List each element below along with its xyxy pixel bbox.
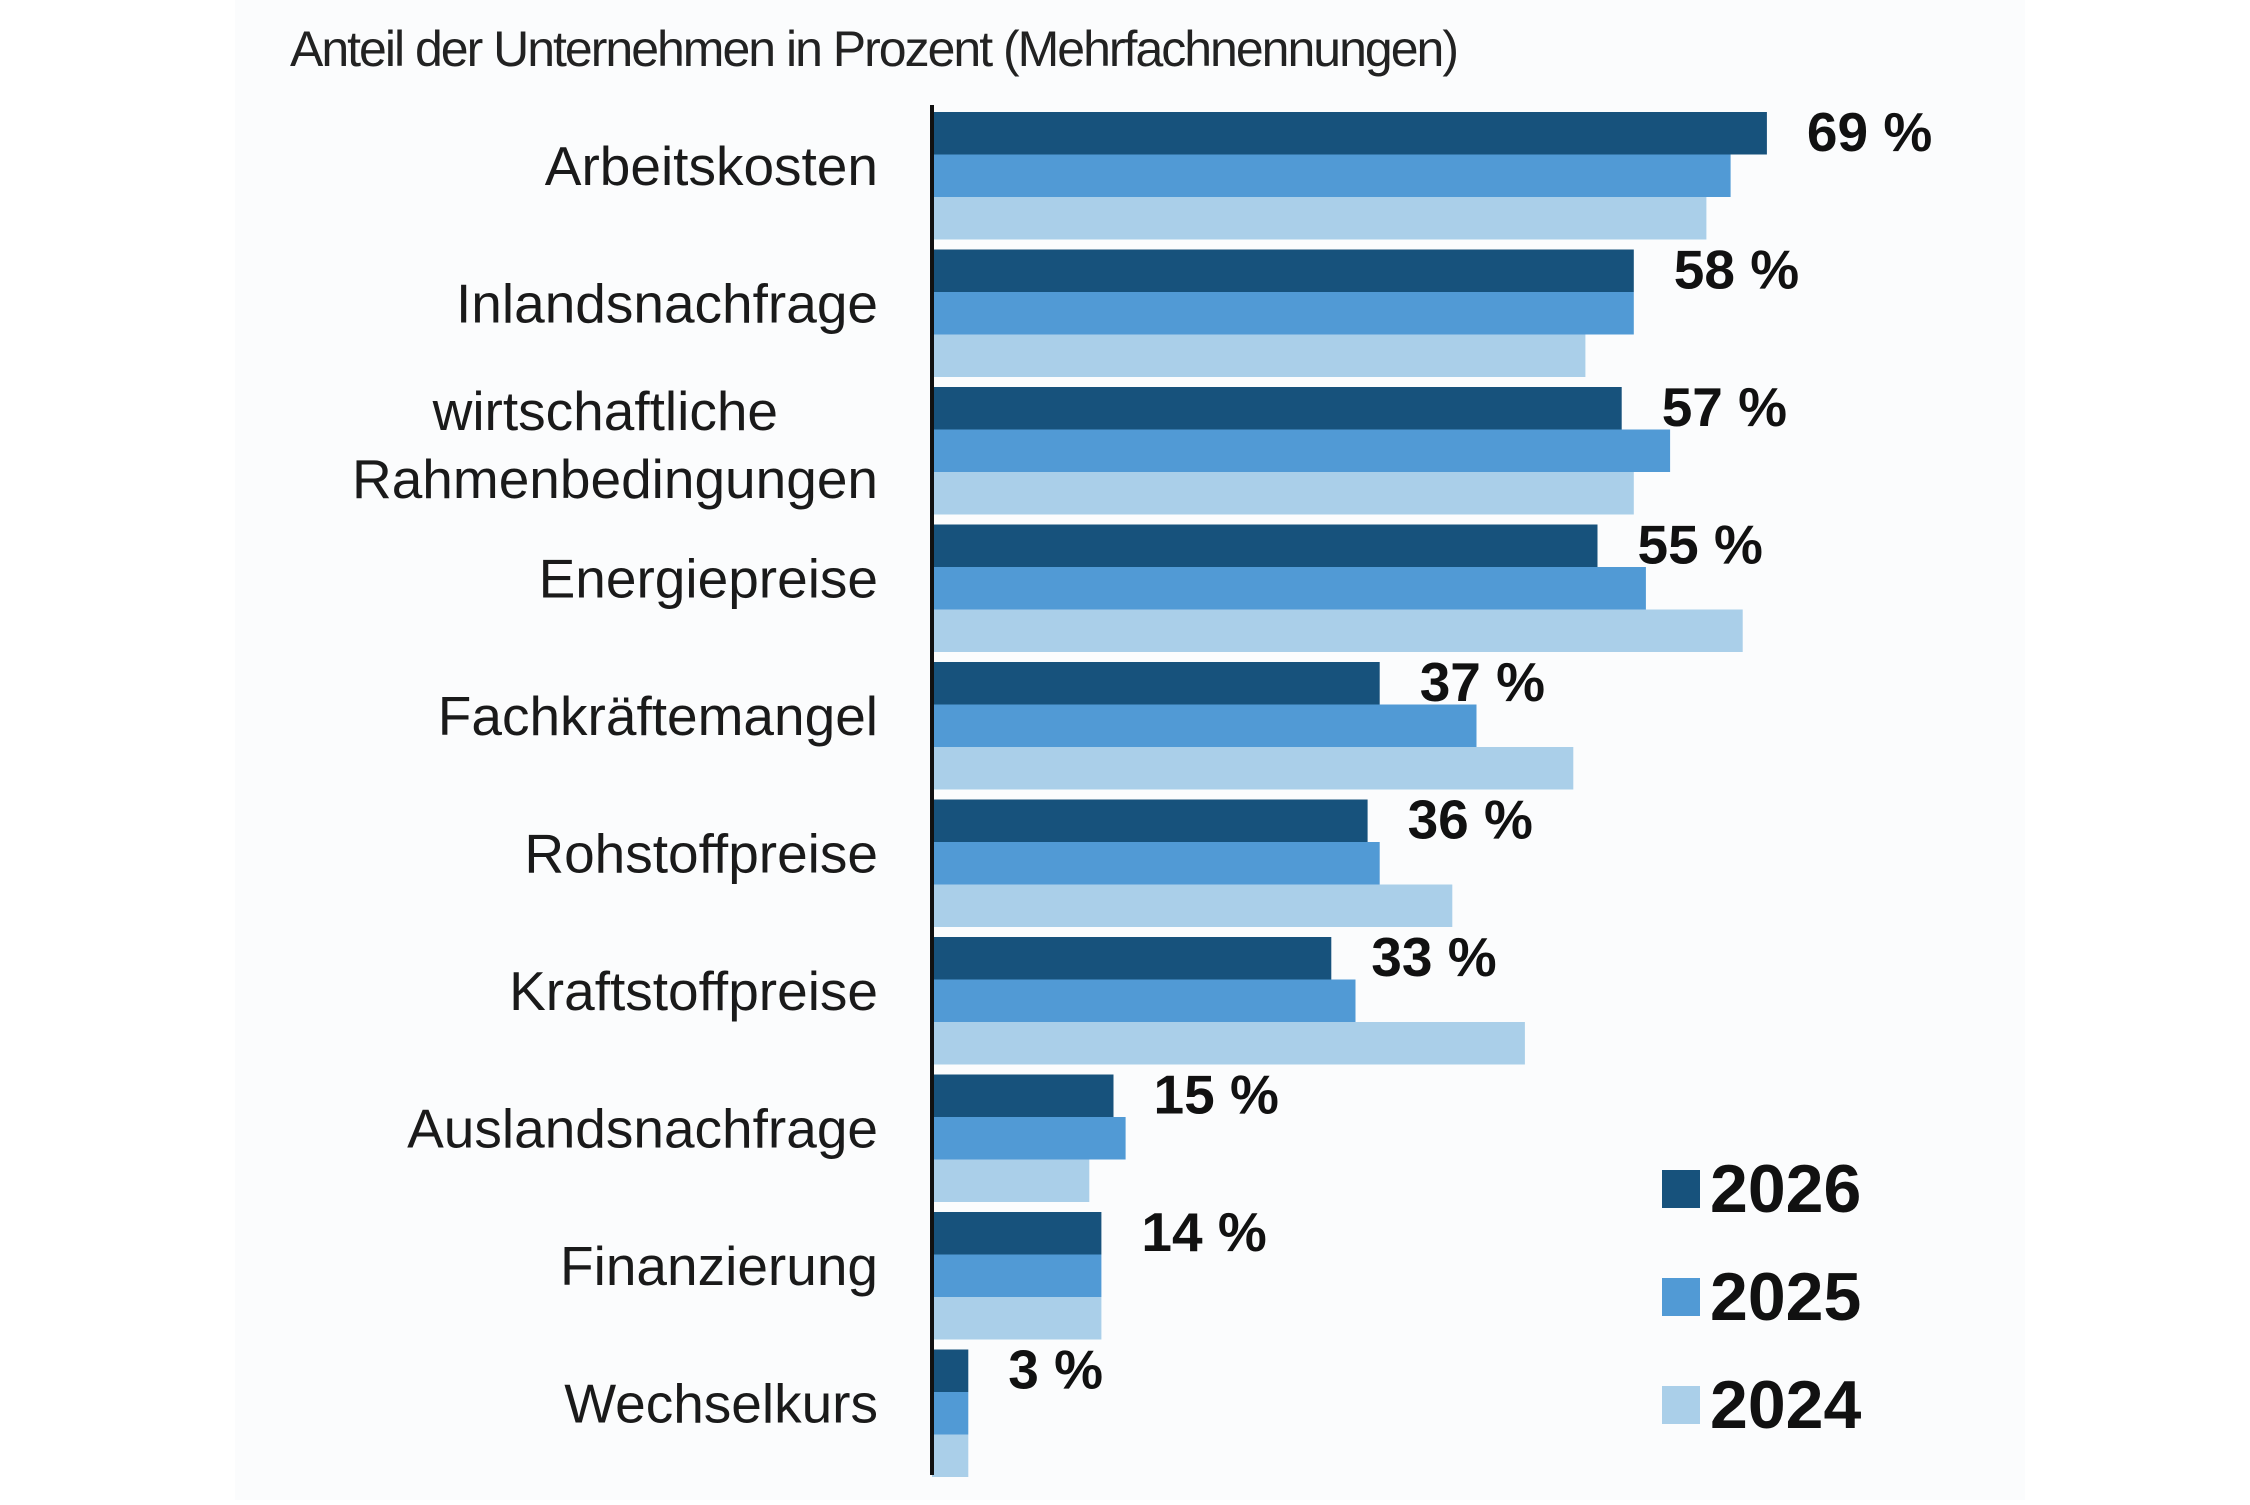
category-label-0: Arbeitskosten	[545, 135, 878, 197]
value-label-4: 37 %	[1420, 651, 1545, 713]
bars-group	[932, 112, 1767, 1477]
value-labels-group: 69 % 58 % 57 % 55 % 37 % 36 % 33 % 15 % 14 % 3 %	[1008, 101, 1932, 1401]
bar-2024-1	[932, 334, 1586, 377]
category-label-9: Wechselkurs	[564, 1373, 878, 1435]
bar-2024-2	[932, 472, 1634, 515]
bar-2024-4	[932, 747, 1574, 790]
category-label-5: Rohstoffpreise	[524, 823, 878, 885]
bar-2026-6	[932, 937, 1332, 980]
legend-swatch-2024	[1662, 1386, 1700, 1424]
bar-2025-7	[932, 1117, 1126, 1160]
value-label-8: 14 %	[1141, 1201, 1266, 1263]
bar-2025-8	[932, 1254, 1102, 1297]
bar-2025-5	[932, 842, 1380, 885]
category-label-4: Fachkräftemangel	[438, 685, 878, 747]
chart-subtitle: Anteil der Unternehmen in Prozent (Mehrf…	[290, 21, 1457, 77]
bar-2024-7	[932, 1159, 1090, 1202]
category-label-2-line-0: wirtschaftliche	[432, 380, 778, 442]
legend-label-2024: 2024	[1710, 1367, 1861, 1443]
bar-2026-2	[932, 387, 1622, 430]
value-label-5: 36 %	[1408, 789, 1533, 851]
value-label-7: 15 %	[1154, 1064, 1279, 1126]
category-label-7: Auslandsnachfrage	[407, 1098, 878, 1160]
value-label-6: 33 %	[1371, 926, 1496, 988]
bar-2025-2	[932, 429, 1671, 472]
category-label-1: Inlandsnachfrage	[456, 273, 878, 335]
bar-2026-1	[932, 249, 1634, 292]
legend-label-2025: 2025	[1710, 1259, 1861, 1335]
legend: 2026 2025 2024	[1662, 1151, 1861, 1443]
bar-2026-0	[932, 112, 1767, 155]
bar-2024-8	[932, 1297, 1102, 1340]
bar-2025-6	[932, 979, 1356, 1022]
bar-2024-3	[932, 609, 1743, 652]
category-label-2-line-1: Rahmenbedingungen	[352, 448, 878, 510]
category-label-3: Energiepreise	[539, 548, 878, 610]
category-labels-group: Arbeitskosten Inlandsnachfrage wirtschaftl…	[352, 135, 878, 1435]
legend-label-2026: 2026	[1710, 1151, 1861, 1227]
bar-2025-1	[932, 292, 1634, 335]
value-label-0: 69 %	[1807, 101, 1932, 163]
bar-2024-9	[932, 1434, 969, 1477]
legend-swatch-2025	[1662, 1278, 1700, 1316]
bar-2024-0	[932, 197, 1707, 240]
bar-2026-3	[932, 524, 1598, 567]
bar-2026-7	[932, 1074, 1114, 1117]
category-label-2: wirtschaftliche Rahmenbedingungen	[352, 380, 878, 510]
bar-2026-9	[932, 1349, 969, 1392]
value-label-2: 57 %	[1662, 376, 1787, 438]
bar-2025-3	[932, 567, 1646, 610]
bar-2026-4	[932, 662, 1380, 705]
value-label-3: 55 %	[1638, 514, 1763, 576]
category-label-6: Kraftstoffpreise	[509, 960, 878, 1022]
value-label-1: 58 %	[1674, 239, 1799, 301]
bar-2025-4	[932, 704, 1477, 747]
bar-2026-5	[932, 799, 1368, 842]
legend-swatch-2026	[1662, 1170, 1700, 1208]
bar-2024-6	[932, 1022, 1525, 1065]
bar-2025-0	[932, 154, 1731, 197]
bar-2025-9	[932, 1392, 969, 1435]
value-label-9: 3 %	[1008, 1339, 1103, 1401]
category-label-8: Finanzierung	[560, 1235, 878, 1297]
bar-2026-8	[932, 1212, 1102, 1255]
bar-2024-5	[932, 884, 1453, 927]
